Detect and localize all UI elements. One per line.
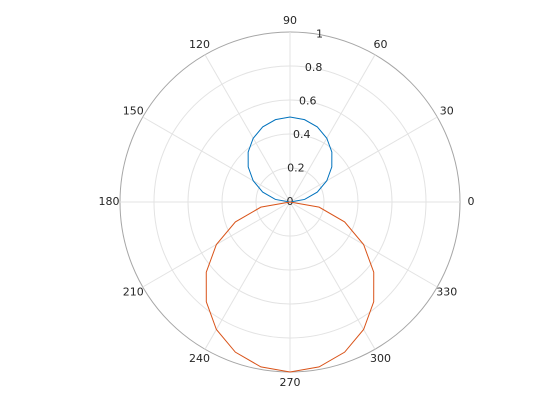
theta-tick-label: 30 [440, 105, 454, 118]
theta-tick-label: 300 [370, 352, 391, 365]
polar-line [247, 116, 333, 203]
r-tick-label: 0.2 [287, 162, 305, 175]
r-tick-label: 0.4 [293, 128, 311, 141]
r-tick-label: 1 [316, 28, 323, 41]
grid-spoke [142, 116, 291, 203]
polar-line [205, 201, 375, 373]
grid-spoke [204, 201, 291, 350]
theta-tick-label: 120 [189, 38, 210, 51]
theta-tick-label: 270 [280, 376, 301, 389]
theta-tick-label: 210 [123, 286, 144, 299]
grid-spoke [289, 116, 438, 203]
grid-spoke [289, 54, 376, 203]
theta-tick-label: 90 [283, 14, 297, 27]
grid-spoke [289, 201, 376, 350]
theta-tick-label: 180 [99, 195, 120, 208]
grid-spoke [204, 54, 291, 203]
theta-tick-label: 60 [374, 38, 388, 51]
theta-tick-label: 240 [189, 352, 210, 365]
theta-tick-label: 150 [123, 105, 144, 118]
theta-tick-label: 0 [468, 195, 475, 208]
theta-tick-label: 330 [436, 286, 457, 299]
r-tick-label: 0.6 [299, 95, 317, 108]
r-tick-label: 0.8 [305, 61, 323, 74]
